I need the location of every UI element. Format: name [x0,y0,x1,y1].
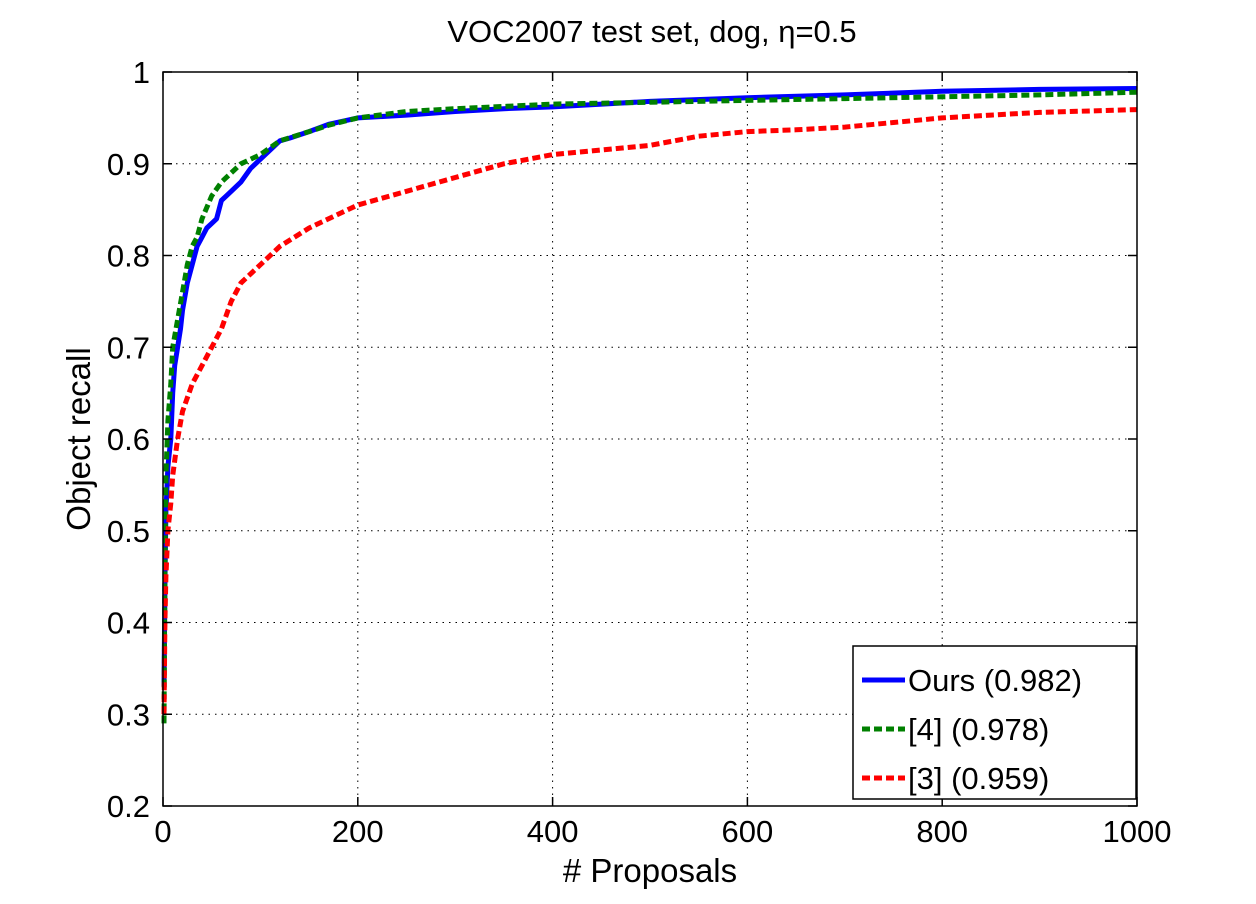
x-tick-label: 1000 [1103,814,1172,849]
y-tick-label: 0.4 [107,606,150,641]
x-tick-label: 400 [527,814,579,849]
y-tick-label: 0.9 [107,147,150,182]
chart-title: VOC2007 test set, dog, η=0.5 [447,14,856,49]
axis-ticks [162,71,1138,807]
legend-label: [4] (0.978) [908,712,1049,747]
x-tick-labels: 0 200 400 600 800 1000 [154,814,1171,849]
y-tick-label: 0.7 [107,330,150,365]
legend-entries: Ours (0.982) [4] (0.978) [3] (0.959) [862,663,1082,796]
series-lines [161,86,1138,724]
series-line-1 [161,86,1138,687]
y-tick-labels: 0.2 0.3 0.4 0.5 0.6 0.7 0.8 0.9 1 [107,55,150,824]
y-tick-label: 0.6 [107,422,150,457]
x-tick-label: 0 [154,814,171,849]
series-line-3 [161,107,1138,715]
x-tick-label: 800 [916,814,968,849]
y-tick-label: 0.3 [107,697,150,732]
legend-box [852,645,1137,800]
y-tick-label: 1 [133,55,150,90]
legend-label: Ours (0.982) [908,663,1082,698]
x-tick-label: 600 [722,814,774,849]
y-axis-title: Object recall [60,347,97,530]
x-axis-title: # Proposals [563,852,737,889]
series-line-2 [161,89,1138,724]
y-tick-label: 0.5 [107,514,150,549]
legend: Ours (0.982) [4] (0.978) [3] (0.959) [852,645,1137,800]
y-tick-label: 0.2 [107,789,150,824]
legend-label: [3] (0.959) [908,761,1049,796]
y-tick-label: 0.8 [107,239,150,274]
x-tick-label: 200 [332,814,384,849]
